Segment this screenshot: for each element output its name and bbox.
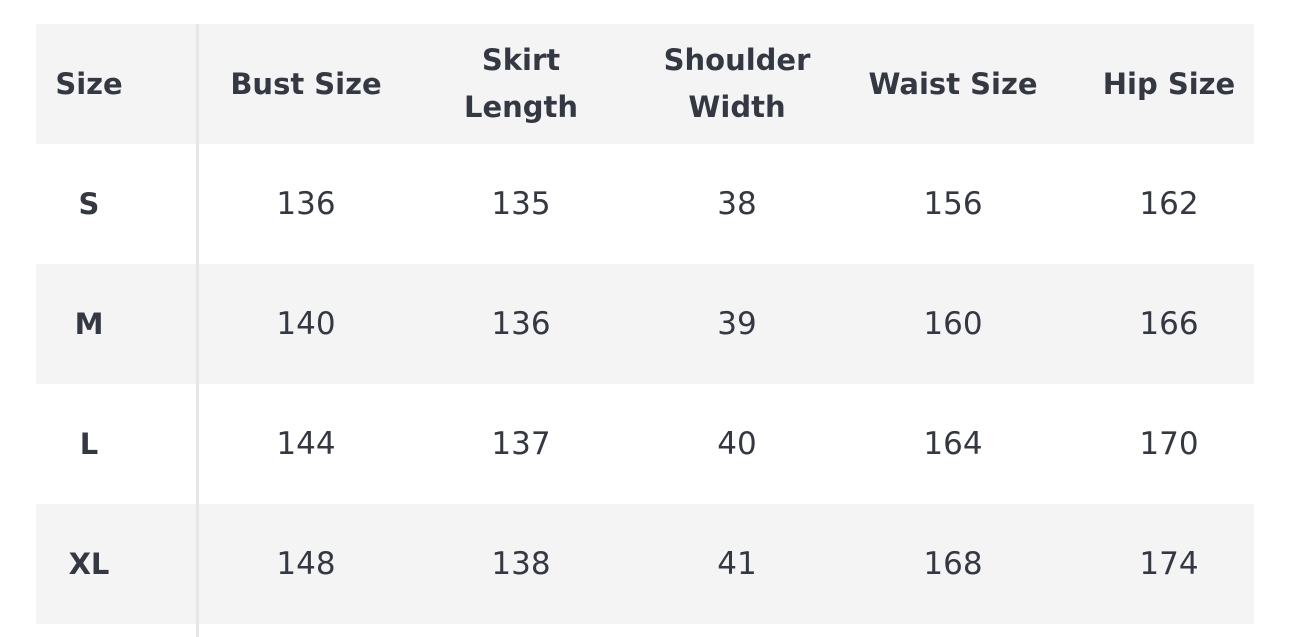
table-cell-text: 135	[491, 186, 551, 222]
table-cell: 136	[413, 264, 629, 384]
table-cell: 162	[1061, 144, 1277, 264]
table-row: M 140 136 39 160 166	[36, 264, 1254, 384]
table-cell-text: 174	[1139, 546, 1199, 582]
table-cell: 138	[413, 504, 629, 624]
table-cell-text: 136	[276, 186, 336, 222]
table-cell: 170	[1061, 384, 1277, 504]
table-cell: 40	[629, 384, 845, 504]
table-cell-text: 144	[276, 426, 336, 462]
table-cell-text: 138	[491, 546, 551, 582]
table-cell-text: 160	[923, 306, 983, 342]
table-cell-text: 148	[276, 546, 336, 582]
column-divider	[196, 24, 199, 637]
table-row: Size Bust Size Skirt Length Shoulder Width W…	[36, 24, 1254, 144]
table-cell-text: 164	[923, 426, 983, 462]
table-cell: 160	[845, 264, 1061, 384]
table-cell: L	[9, 384, 169, 504]
table-cell-text: XL	[68, 547, 110, 581]
table-cell: 166	[1061, 264, 1277, 384]
table-cell-text: 140	[276, 306, 336, 342]
table-cell-text: 137	[491, 426, 551, 462]
header-cell-text: Waist Size	[868, 66, 1038, 101]
table-row: XL 148 138 41 168 174	[36, 504, 1254, 624]
header-cell-text: Shoulder Width	[663, 43, 811, 124]
table-cell: 137	[413, 384, 629, 504]
table-cell-text: 168	[923, 546, 983, 582]
header-cell: Shoulder Width	[629, 24, 845, 144]
header-cell: Bust Size	[198, 24, 414, 144]
table-cell-text: 170	[1139, 426, 1199, 462]
header-cell: Skirt Length	[413, 24, 629, 144]
header-cell: Size	[9, 24, 169, 144]
table-cell: 41	[629, 504, 845, 624]
table-cell: 140	[198, 264, 414, 384]
header-cell-text: Skirt Length	[463, 43, 579, 124]
table-cell: S	[9, 144, 169, 264]
table-cell: 136	[198, 144, 414, 264]
table-cell-text: 162	[1139, 186, 1199, 222]
table-row: L 144 137 40 164 170	[36, 384, 1254, 504]
table-cell-text: L	[79, 427, 99, 461]
header-cell-text: Hip Size	[1102, 66, 1236, 101]
table-cell-text: S	[78, 187, 100, 221]
table-row: S 136 135 38 156 162	[36, 144, 1254, 264]
table-cell: M	[9, 264, 169, 384]
table-cell: 156	[845, 144, 1061, 264]
table-cell: 38	[629, 144, 845, 264]
table-cell-text: 40	[717, 426, 757, 462]
table-cell-text: M	[74, 307, 104, 341]
table-cell-text: 156	[923, 186, 983, 222]
size-table: Size Bust Size Skirt Length Shoulder Width W…	[36, 24, 1254, 624]
table-cell-text: 166	[1139, 306, 1199, 342]
table-cell: XL	[9, 504, 169, 624]
table-cell: 148	[198, 504, 414, 624]
table-cell-text: 38	[717, 186, 757, 222]
table-cell: 164	[845, 384, 1061, 504]
header-cell-text: Size	[55, 66, 123, 101]
table-cell-text: 41	[717, 546, 757, 582]
header-cell-text: Bust Size	[230, 66, 382, 101]
table-cell: 135	[413, 144, 629, 264]
header-cell: Waist Size	[845, 24, 1061, 144]
header-cell: Hip Size	[1061, 24, 1277, 144]
table-cell: 39	[629, 264, 845, 384]
table-cell-text: 136	[491, 306, 551, 342]
table-cell: 144	[198, 384, 414, 504]
table-cell: 174	[1061, 504, 1277, 624]
table-cell-text: 39	[717, 306, 757, 342]
table-cell: 168	[845, 504, 1061, 624]
